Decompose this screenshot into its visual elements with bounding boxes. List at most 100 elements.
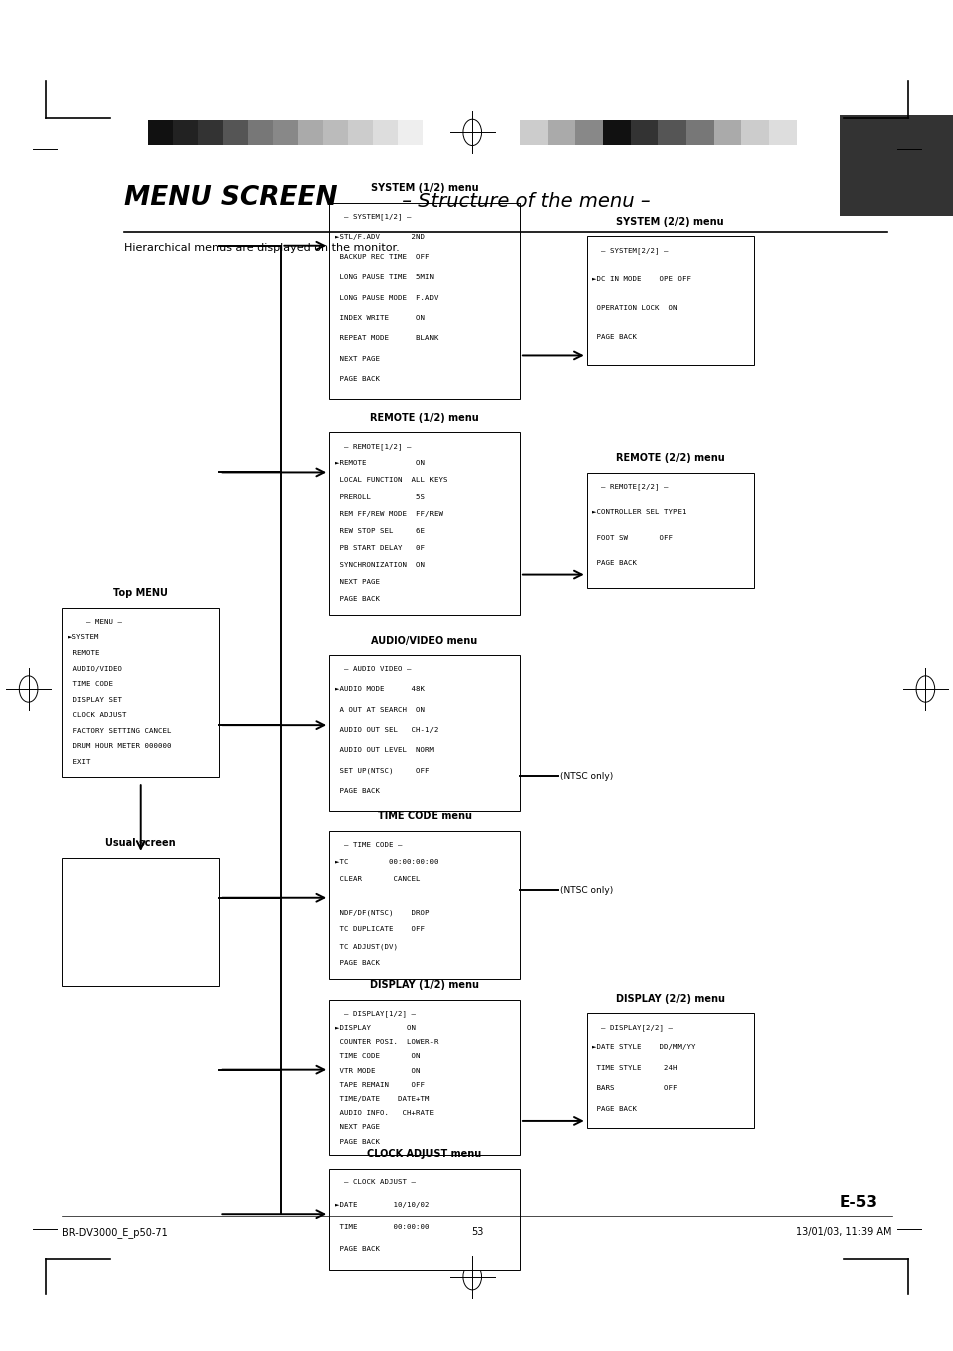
Text: TIME CODE menu: TIME CODE menu — [377, 812, 471, 821]
Text: REMOTE: REMOTE — [68, 650, 99, 657]
Text: INDEX WRITE      ON: INDEX WRITE ON — [335, 315, 424, 322]
Bar — [348, 120, 373, 145]
Text: REW STOP SEL     6E: REW STOP SEL 6E — [335, 528, 424, 534]
Bar — [768, 120, 796, 145]
Text: AUDIO INFO.   CH+RATE: AUDIO INFO. CH+RATE — [335, 1111, 434, 1116]
Text: OPERATION LOCK  ON: OPERATION LOCK ON — [592, 305, 678, 311]
Text: — CLOCK ADJUST —: — CLOCK ADJUST — — [335, 1179, 416, 1185]
Text: — MENU —: — MENU — — [68, 619, 122, 624]
Text: — AUDIO VIDEO —: — AUDIO VIDEO — — [335, 666, 411, 671]
Text: BACKUP REC TIME  OFF: BACKUP REC TIME OFF — [335, 254, 429, 261]
Bar — [373, 120, 398, 145]
Text: NEXT PAGE: NEXT PAGE — [335, 578, 379, 585]
Bar — [323, 120, 348, 145]
Text: PREROLL          5S: PREROLL 5S — [335, 494, 424, 500]
Text: TIME CODE       ON: TIME CODE ON — [335, 1054, 420, 1059]
Text: TIME/DATE    DATE+TM: TIME/DATE DATE+TM — [335, 1096, 429, 1102]
Text: ►DC IN MODE    OPE OFF: ►DC IN MODE OPE OFF — [592, 276, 691, 282]
Bar — [658, 120, 685, 145]
Text: EXIT: EXIT — [68, 759, 91, 765]
Text: BARS           OFF: BARS OFF — [592, 1085, 678, 1092]
Text: NEXT PAGE: NEXT PAGE — [335, 355, 379, 362]
Text: DRUM HOUR METER 000000: DRUM HOUR METER 000000 — [68, 743, 171, 750]
Text: — REMOTE[2/2] —: — REMOTE[2/2] — — [592, 484, 668, 490]
Text: SET UP(NTSC)     OFF: SET UP(NTSC) OFF — [335, 767, 429, 774]
Text: COUNTER POSI.  LOWER-R: COUNTER POSI. LOWER-R — [335, 1039, 437, 1046]
Text: REMOTE (1/2) menu: REMOTE (1/2) menu — [370, 413, 478, 423]
Text: ►TС         00:00:00:00: ►TС 00:00:00:00 — [335, 859, 437, 865]
Bar — [62, 858, 219, 986]
Text: Hierarchical menus are displayed on the monitor.: Hierarchical menus are displayed on the … — [124, 243, 399, 253]
Text: LONG PAUSE TIME  5MIN: LONG PAUSE TIME 5MIN — [335, 274, 434, 281]
Bar — [329, 203, 519, 399]
Text: ►CONTROLLER SEL TYPE1: ►CONTROLLER SEL TYPE1 — [592, 509, 686, 515]
Bar — [273, 120, 297, 145]
Text: A OUT AT SEARCH  ON: A OUT AT SEARCH ON — [335, 707, 424, 713]
Bar — [329, 432, 519, 615]
Bar — [62, 608, 219, 777]
Bar — [547, 120, 575, 145]
Text: DISPLAY (1/2) menu: DISPLAY (1/2) menu — [370, 981, 478, 990]
Text: NEXT PAGE: NEXT PAGE — [335, 1124, 379, 1131]
Text: AUDIO OUT SEL   CH-1/2: AUDIO OUT SEL CH-1/2 — [335, 727, 437, 734]
Text: E-53: E-53 — [839, 1194, 877, 1210]
Text: MENU SCREEN: MENU SCREEN — [124, 185, 337, 211]
Text: ►SYSTEM: ►SYSTEM — [68, 635, 99, 640]
Text: PAGE BACK: PAGE BACK — [335, 788, 379, 794]
Text: AUDIO/VIDEO: AUDIO/VIDEO — [68, 666, 122, 671]
Text: SYSTEM (2/2) menu: SYSTEM (2/2) menu — [616, 218, 723, 227]
Bar — [297, 120, 323, 145]
Text: – Structure of the menu –: – Structure of the menu – — [395, 192, 650, 211]
Bar — [839, 115, 953, 216]
Text: CLOCK ADJUST: CLOCK ADJUST — [68, 712, 126, 719]
Text: (NTSC only): (NTSC only) — [559, 771, 613, 781]
Text: TIME CODE: TIME CODE — [68, 681, 112, 688]
Text: PAGE BACK: PAGE BACK — [335, 376, 379, 382]
Text: ►STL/F.ADV       2ND: ►STL/F.ADV 2ND — [335, 234, 424, 239]
Text: DISPLAY (2/2) menu: DISPLAY (2/2) menu — [615, 994, 724, 1004]
Text: AUDIO OUT LEVEL  NORM: AUDIO OUT LEVEL NORM — [335, 747, 434, 754]
Text: REPEAT MODE      BLANK: REPEAT MODE BLANK — [335, 335, 437, 342]
Text: 53: 53 — [471, 1227, 482, 1236]
Bar — [423, 120, 448, 145]
Bar — [586, 473, 753, 588]
Bar — [329, 655, 519, 811]
Text: AUDIO/VIDEO menu: AUDIO/VIDEO menu — [371, 636, 477, 646]
Text: Usual screen: Usual screen — [105, 839, 176, 848]
Text: SYNCHRONIZATION  ON: SYNCHRONIZATION ON — [335, 562, 424, 567]
Bar — [713, 120, 740, 145]
Text: — DISPLAY[1/2] —: — DISPLAY[1/2] — — [335, 1011, 416, 1017]
Text: 13/01/03, 11:39 AM: 13/01/03, 11:39 AM — [796, 1227, 891, 1236]
Text: TIME STYLE     24H: TIME STYLE 24H — [592, 1065, 678, 1071]
Bar — [602, 120, 630, 145]
Text: — TIME CODE —: — TIME CODE — — [335, 842, 402, 847]
Bar — [586, 236, 753, 365]
Text: PAGE BACK: PAGE BACK — [335, 961, 379, 966]
Text: BR-DV3000_E_p50-71: BR-DV3000_E_p50-71 — [62, 1227, 168, 1238]
Text: REMOTE (2/2) menu: REMOTE (2/2) menu — [616, 454, 723, 463]
Text: ►AUDIO MODE      48K: ►AUDIO MODE 48K — [335, 686, 424, 692]
Text: ►DISPLAY        ON: ►DISPLAY ON — [335, 1025, 416, 1031]
Text: LONG PAUSE MODE  F.ADV: LONG PAUSE MODE F.ADV — [335, 295, 437, 301]
Text: (NTSC only): (NTSC only) — [559, 886, 613, 894]
Text: VTR MODE        ON: VTR MODE ON — [335, 1067, 420, 1074]
Text: TIME        00:00:00: TIME 00:00:00 — [335, 1224, 429, 1229]
Text: SYSTEM (1/2) menu: SYSTEM (1/2) menu — [371, 184, 477, 193]
Text: PAGE BACK: PAGE BACK — [335, 596, 379, 601]
Bar — [329, 1169, 519, 1270]
Text: ►DATE        10/10/02: ►DATE 10/10/02 — [335, 1201, 429, 1208]
Text: TAPE REMAIN     OFF: TAPE REMAIN OFF — [335, 1082, 424, 1088]
Text: DISPLAY SET: DISPLAY SET — [68, 697, 122, 703]
Bar — [575, 120, 602, 145]
Text: FACTORY SETTING CANCEL: FACTORY SETTING CANCEL — [68, 728, 171, 734]
Text: LOCAL FUNCTION  ALL KEYS: LOCAL FUNCTION ALL KEYS — [335, 477, 447, 484]
Bar — [329, 831, 519, 979]
Bar — [329, 1000, 519, 1155]
Text: — DISPLAY[2/2] —: — DISPLAY[2/2] — — [592, 1024, 673, 1031]
Text: ►DATE STYLE    DD/MM/YY: ►DATE STYLE DD/MM/YY — [592, 1044, 695, 1051]
Text: — SYSTEM[2/2] —: — SYSTEM[2/2] — — [592, 247, 668, 254]
Text: PAGE BACK: PAGE BACK — [335, 1246, 379, 1251]
Bar — [223, 120, 248, 145]
Bar — [586, 1013, 753, 1128]
Bar — [519, 120, 547, 145]
